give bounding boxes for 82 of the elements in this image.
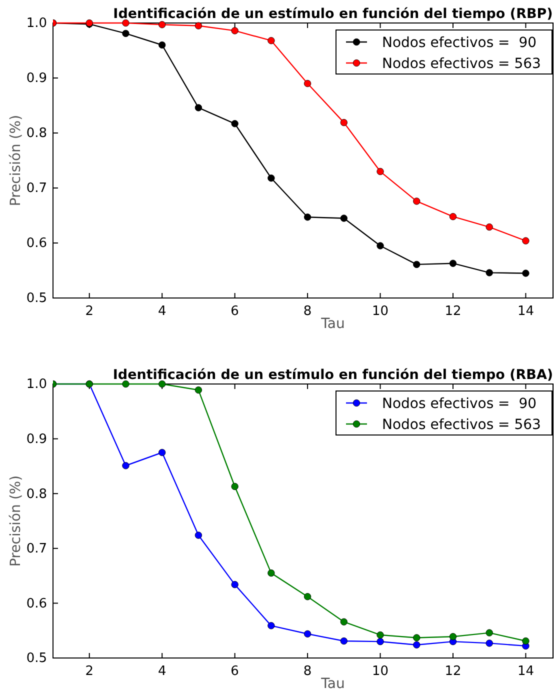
legend-label: Nodos efectivos = 563 — [382, 417, 541, 433]
x-axis-title: Tau — [320, 316, 345, 332]
point — [231, 482, 238, 490]
point — [158, 380, 166, 388]
y-tick-label: 0.9 — [26, 432, 47, 447]
point — [268, 37, 275, 44]
point — [413, 260, 420, 268]
point — [486, 640, 493, 647]
point — [340, 118, 348, 126]
y-tick-label: 0.7 — [26, 542, 47, 557]
point — [376, 631, 384, 639]
x-tick-label: 8 — [303, 304, 312, 320]
point — [304, 593, 312, 600]
point — [304, 630, 312, 638]
point — [449, 260, 457, 267]
point — [231, 580, 238, 588]
point — [486, 223, 493, 231]
point — [231, 120, 238, 128]
y-tick-label: 0.8 — [26, 486, 47, 502]
point — [340, 618, 348, 626]
y-tick-label: 1.0 — [26, 16, 47, 32]
x-tick-label: 6 — [230, 664, 239, 680]
y-tick-label: 0.6 — [26, 596, 47, 612]
point — [522, 270, 530, 277]
point — [376, 638, 384, 646]
x-tick-label: 12 — [444, 664, 462, 680]
legend-label: Nodos efectivos = 90 — [382, 396, 537, 412]
point — [486, 269, 493, 276]
chart-title: Identificación de un estímulo en función del tiempo (RBA) — [112, 367, 554, 383]
y-tick-label: 1.0 — [26, 377, 47, 392]
point — [304, 214, 312, 221]
x-tick-label: 2 — [85, 664, 94, 680]
point — [231, 27, 238, 34]
point — [413, 634, 420, 642]
point — [194, 386, 202, 394]
point — [486, 629, 493, 636]
y-tick-label: 0.9 — [26, 71, 47, 86]
point — [522, 237, 530, 244]
x-tick-label: 14 — [517, 664, 534, 680]
point — [304, 80, 312, 88]
y-tick-label: 0.5 — [26, 651, 47, 666]
point — [122, 380, 130, 388]
point — [268, 174, 275, 182]
x-tick-label: 12 — [444, 304, 462, 320]
point — [268, 569, 275, 577]
point — [449, 213, 457, 220]
point — [340, 214, 348, 222]
x-tick-label: 2 — [85, 304, 94, 320]
point — [122, 19, 130, 27]
x-tick-label: 6 — [230, 304, 239, 320]
x-tick-label: 10 — [372, 664, 389, 680]
y-tick-label: 0.5 — [26, 291, 47, 306]
y-tick-label: 0.7 — [26, 181, 47, 196]
x-axis-title: Tau — [320, 676, 345, 692]
point — [268, 622, 275, 630]
point — [522, 637, 530, 645]
point — [194, 104, 202, 112]
point — [449, 633, 457, 640]
point — [194, 532, 202, 539]
x-tick-label: 4 — [158, 304, 166, 320]
point — [413, 641, 420, 648]
x-tick-label: 14 — [517, 304, 534, 320]
y-tick-label: 0.6 — [26, 236, 47, 252]
point — [194, 22, 202, 30]
point — [158, 448, 166, 456]
y-tick-label: 0.8 — [26, 126, 47, 142]
point — [376, 168, 384, 176]
legend-label: Nodos efectivos = 563 — [382, 56, 541, 72]
point — [158, 41, 166, 49]
x-tick-label: 8 — [303, 664, 312, 680]
chart-title: Identificación de un estímulo en función del tiempo (RBP) — [113, 6, 553, 22]
y-axis-title: Precisión (%) — [8, 475, 24, 567]
y-axis-title: Precisión (%) — [8, 114, 24, 206]
point — [376, 242, 384, 250]
legend-label: Nodos efectivos = 90 — [382, 35, 537, 51]
point — [122, 30, 130, 38]
point — [413, 198, 420, 205]
x-tick-label: 10 — [372, 304, 389, 320]
point — [340, 637, 348, 645]
point — [158, 21, 166, 28]
point — [122, 462, 130, 470]
x-tick-label: 4 — [158, 664, 166, 680]
